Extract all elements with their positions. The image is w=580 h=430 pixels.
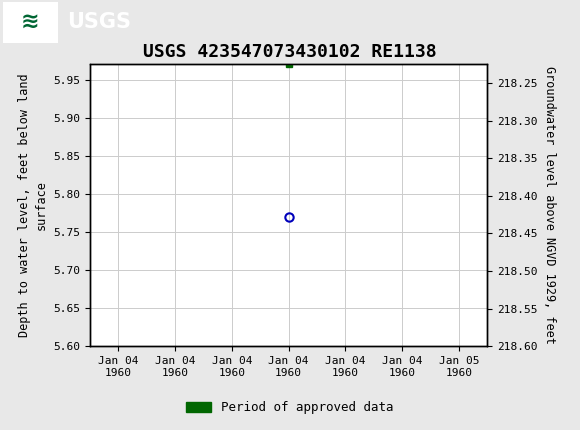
Text: USGS 423547073430102 RE1138: USGS 423547073430102 RE1138: [143, 43, 437, 61]
Text: USGS: USGS: [67, 12, 130, 32]
FancyBboxPatch shape: [3, 2, 58, 43]
Text: ≋: ≋: [21, 12, 39, 32]
Y-axis label: Depth to water level, feet below land
surface: Depth to water level, feet below land su…: [17, 74, 48, 337]
Y-axis label: Groundwater level above NGVD 1929, feet: Groundwater level above NGVD 1929, feet: [543, 66, 556, 344]
Legend: Period of approved data: Period of approved data: [181, 396, 399, 419]
